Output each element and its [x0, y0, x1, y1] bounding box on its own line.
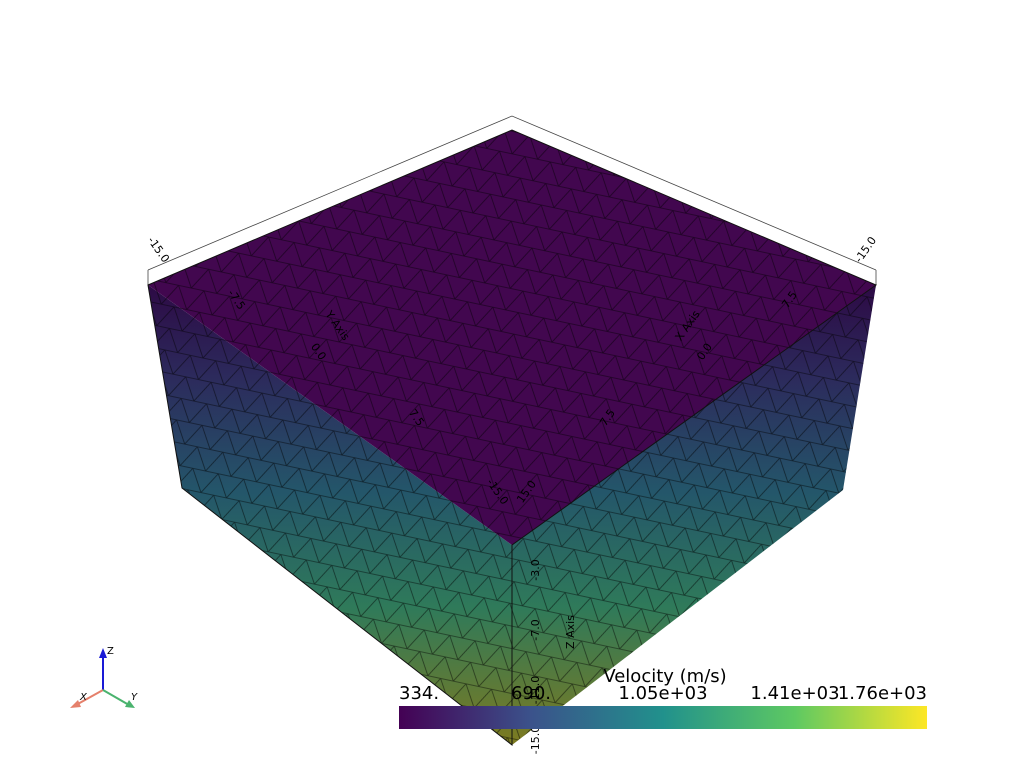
colorbar: Velocity (m/s) 334. 690. 1.05e+03 1.41e+031… — [399, 666, 927, 729]
colorbar-gradient — [399, 706, 927, 729]
axis-label: -7.0 — [529, 619, 542, 640]
colorbar-label: 1.76e+03 — [838, 683, 927, 704]
colorbar-label: 334. — [399, 683, 439, 704]
axis-label: -3.0 — [529, 559, 542, 580]
colorbar-label: 690. — [511, 683, 551, 704]
colorbar-label: 1.41e+03 — [750, 683, 839, 704]
colorbar-label: 1.05e+03 — [618, 683, 707, 704]
colorbar-title: Velocity (m/s) — [603, 666, 726, 687]
axis-label: -15.0 — [529, 726, 542, 754]
orientation-z: Z — [107, 646, 114, 657]
orientation-y: Y — [131, 692, 138, 703]
orientation-widget: Z X Y — [70, 646, 138, 708]
axis-label: Z Axis — [564, 615, 577, 649]
orientation-x: X — [79, 692, 88, 703]
mesh-body — [147, 129, 878, 747]
bounding-box — [147, 115, 877, 285]
axis-label: -15.0 — [852, 234, 879, 265]
axis-label: -15.0 — [145, 234, 172, 265]
axis-label: -11.0 — [529, 676, 542, 704]
